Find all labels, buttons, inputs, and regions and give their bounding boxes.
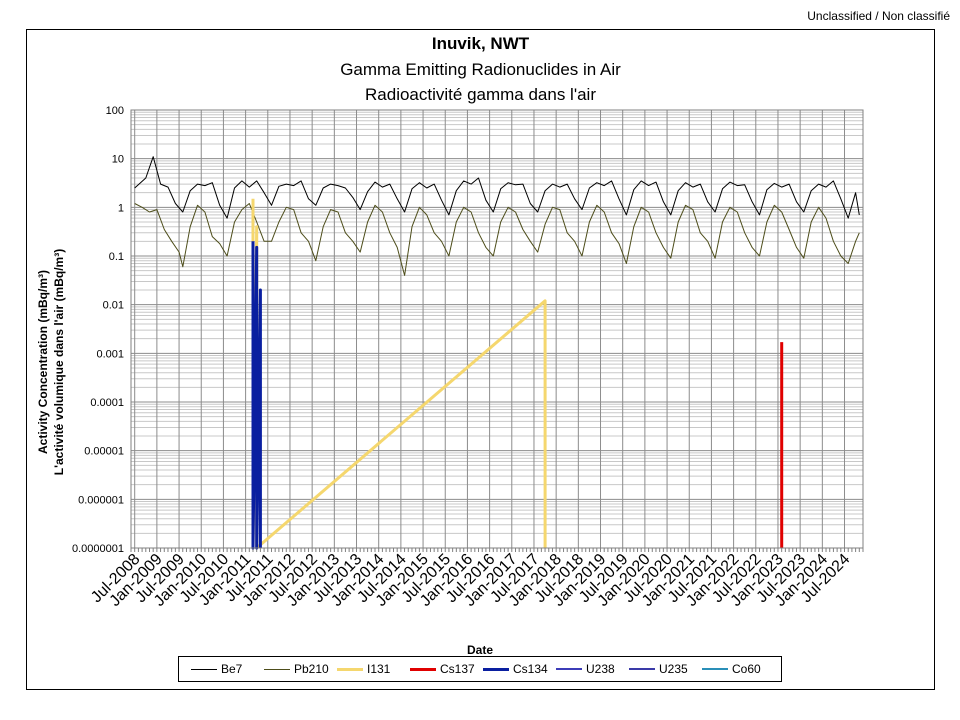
y-tick-label: 100 — [106, 105, 124, 117]
series-i131-line — [251, 198, 547, 550]
series-be7-line — [134, 156, 860, 219]
legend-item-pb210: Pb210 — [264, 662, 337, 676]
legend-label: Cs137 — [440, 662, 475, 676]
y-tick-label: 0.00001 — [84, 446, 124, 458]
legend-item-cs137: Cs137 — [410, 662, 483, 676]
chart-subtitle-fr: Radioactivité gamma dans l'air — [365, 85, 596, 104]
legend-swatch — [629, 668, 655, 670]
grid-lines — [130, 109, 864, 552]
y-tick-label: 1 — [118, 202, 124, 214]
legend: Be7 Pb210 I131 Cs137 Cs134 U238 U235 Co60 — [178, 656, 782, 682]
legend-swatch — [556, 668, 582, 670]
legend-item-i131: I131 — [337, 662, 410, 676]
legend-swatch — [191, 668, 217, 670]
series-pb210-line — [134, 203, 860, 276]
legend-label: Cs134 — [513, 662, 548, 676]
legend-item-be7: Be7 — [191, 662, 264, 676]
chart-frame — [26, 29, 935, 690]
legend-item-u238: U238 — [556, 662, 629, 676]
legend-item-u235: U235 — [629, 662, 702, 676]
y-axis-label-en: Activity Concentration (mBq/m³) — [36, 270, 50, 454]
legend-label: U235 — [659, 662, 688, 676]
y-tick-label: 10 — [112, 154, 124, 166]
legend-swatch — [483, 667, 509, 671]
legend-item-cs134: Cs134 — [483, 662, 556, 676]
y-tick-label: 0.000001 — [78, 494, 124, 506]
legend-label: Co60 — [732, 662, 761, 676]
y-tick-label: 0.0000001 — [72, 543, 124, 555]
chart-title: Inuvik, NWT — [431, 34, 530, 53]
y-tick-label: 0.0001 — [90, 397, 124, 409]
x-axis-label: Date — [467, 643, 493, 657]
y-tick-labels: 100 10 1 0.1 0.01 0.001 0.0001 0.00001 0.000001 0… — [72, 105, 124, 555]
series-cs134-line — [251, 241, 262, 550]
y-tick-label: 0.01 — [103, 300, 124, 312]
classification-label: Unclassified / Non classifié — [807, 9, 950, 23]
x-tick-labels: Jul-2008Jan-2009Jul-2009Jan-2010Jul-2010… — [88, 551, 853, 610]
legend-swatch — [702, 668, 728, 670]
y-tick-label: 0.1 — [109, 251, 124, 263]
chart-subtitle-en: Gamma Emitting Radionuclides in Air — [340, 60, 621, 79]
y-axis-label-fr: L'activité volumique dans l'air (mBq/m³) — [52, 249, 66, 475]
legend-swatch — [264, 668, 290, 670]
legend-label: Be7 — [221, 662, 243, 676]
legend-swatch — [337, 667, 363, 671]
legend-label: U238 — [586, 662, 615, 676]
legend-item-co60: Co60 — [702, 662, 775, 676]
plot-border — [130, 109, 864, 549]
legend-label: Pb210 — [294, 662, 329, 676]
legend-swatch — [410, 667, 436, 671]
series-layer — [134, 156, 860, 550]
y-tick-label: 0.001 — [96, 348, 124, 360]
legend-label: I131 — [367, 662, 391, 676]
